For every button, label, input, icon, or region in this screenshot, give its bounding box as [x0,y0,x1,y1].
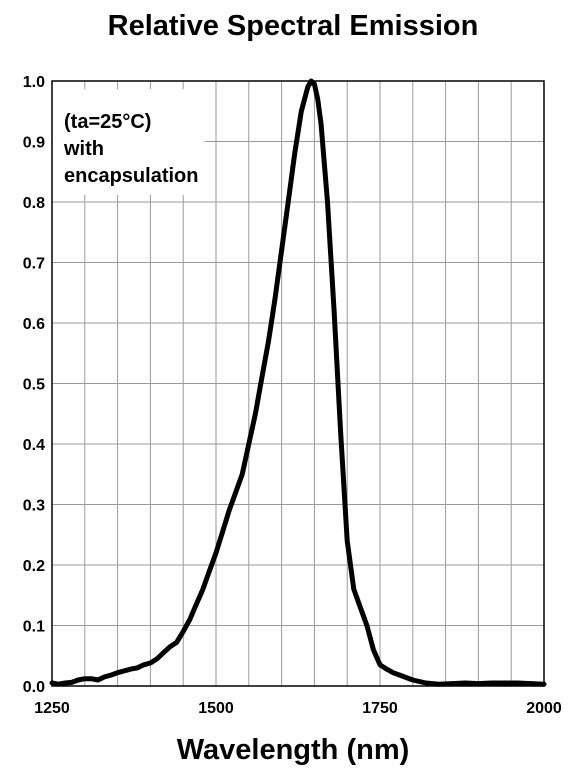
annotation-background [53,89,205,195]
plot-frame [51,80,545,687]
annotation-text: (ta=25°C) with encapsulation [63,111,198,187]
y-tick-label: 0.5 [23,377,45,394]
x-tick-label: 1250 [34,700,70,717]
annotation-line: encapsulation [64,165,198,187]
x-tick-label: 2000 [526,700,562,717]
series-line [49,78,547,687]
y-tick-label: 0.9 [23,135,45,152]
y-tick-label: 0.2 [23,558,45,575]
y-tick-label: 0.4 [23,437,45,454]
y-tick-label: 1.0 [23,74,45,91]
x-axis-label: Wavelength (nm) [176,734,410,766]
annotation-line: (ta=25°C) [64,111,151,133]
y-tick-label: 0.0 [23,679,45,696]
y-tick-label: 0.7 [23,256,45,273]
x-tick-label: 1500 [198,700,234,717]
chart-title: Relative Spectral Emission [107,10,479,42]
y-tick-label: 0.6 [23,316,45,333]
x-axis: 1250 1500 1750 2000 [34,700,562,717]
x-tick-label: 1750 [362,700,398,717]
y-tick-label: 0.8 [23,195,45,212]
annotation-line: with [63,138,104,160]
y-tick-label: 0.3 [23,498,45,515]
y-axis: 0.0 0.1 0.2 0.3 0.4 0.5 0.6 0.7 0.8 0.9 1.0 [23,74,45,696]
y-tick-label: 0.1 [23,619,45,636]
